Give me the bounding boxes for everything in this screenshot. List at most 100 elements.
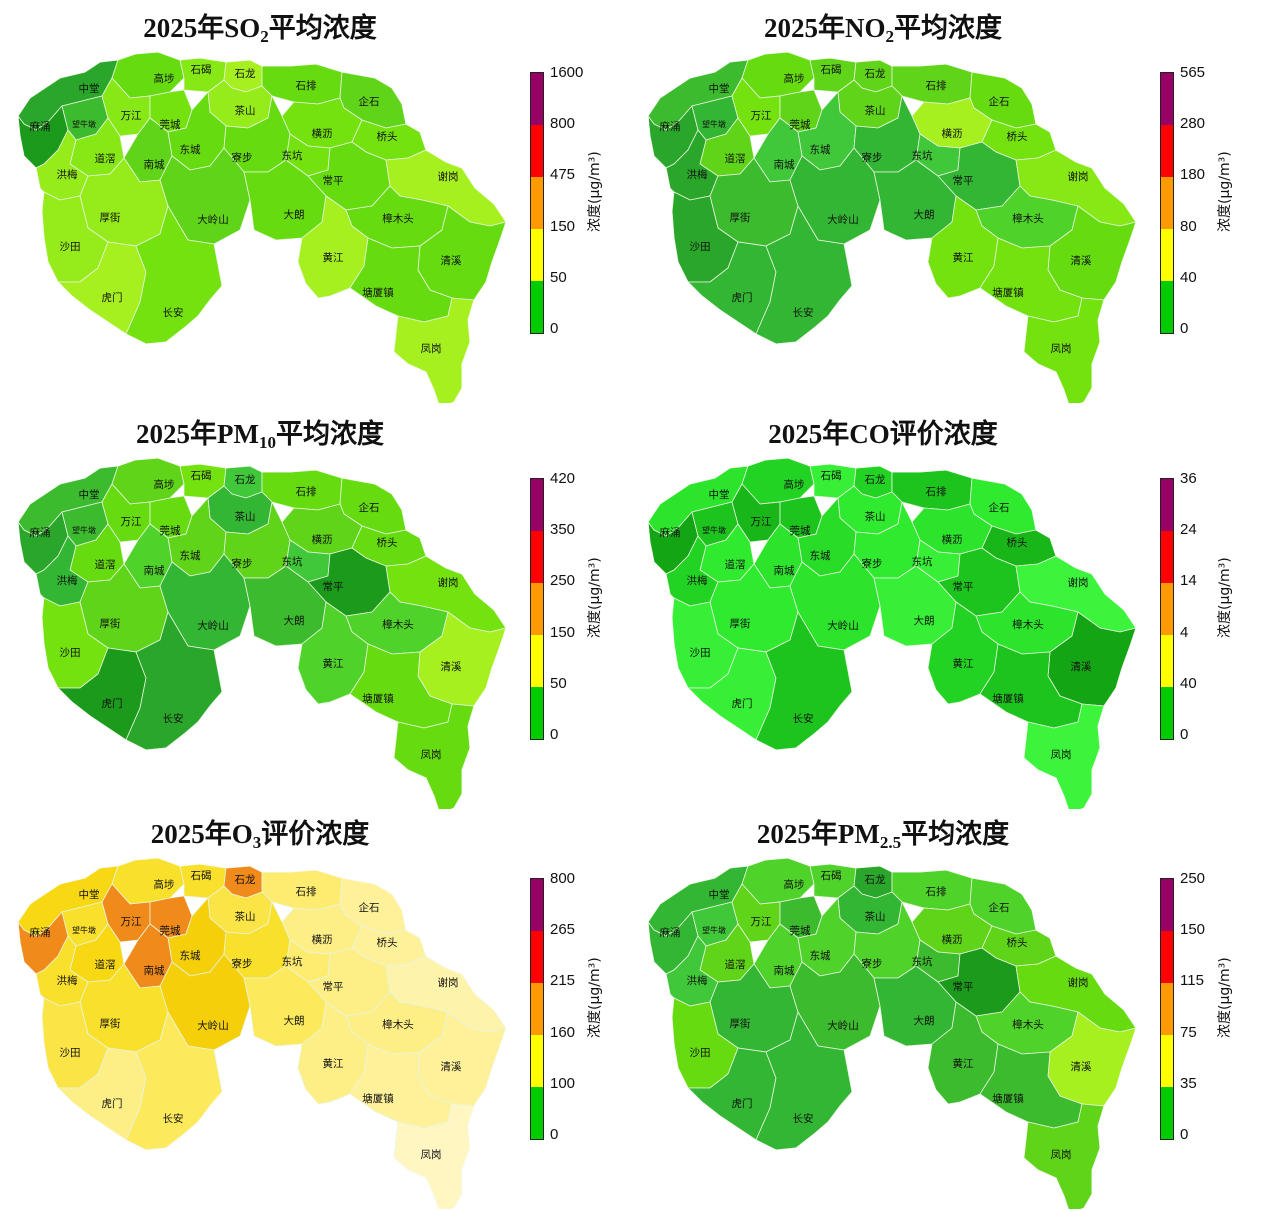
color-bar-segment: [531, 479, 543, 531]
district-label: 沙田: [60, 1047, 81, 1059]
district-label: 麻涌: [30, 526, 51, 539]
color-bar: [1160, 878, 1174, 1140]
district-label: 莞城: [790, 525, 811, 537]
map-title: 2025年PM2.5平均浓度: [683, 812, 1083, 853]
district-label: 横沥: [312, 933, 333, 946]
color-bar-segment: [531, 177, 543, 229]
district-label: 茶山: [235, 104, 256, 117]
title-subscript: 10: [258, 433, 276, 452]
color-bar: [530, 72, 544, 334]
scale-tick-label: 50: [550, 268, 567, 286]
district-label: 凤岗: [421, 749, 442, 761]
district-label: 石龙: [865, 473, 886, 486]
color-bar-segment: [531, 125, 543, 177]
title-prefix: 2025年SO: [143, 13, 261, 43]
unit-label: 浓度(μg/m³): [587, 151, 603, 232]
scale-tick-label: 0: [550, 320, 559, 337]
district-label: 樟木头: [1012, 618, 1044, 631]
district-label: 寮步: [862, 151, 883, 164]
scale-tick-label: 350: [550, 521, 576, 539]
district-label: 石碣: [821, 870, 842, 882]
color-bar-segment: [1161, 479, 1173, 531]
scale-tick-label: 50: [550, 674, 567, 692]
district-label: 高埗: [784, 878, 805, 891]
district-label: 厚街: [100, 1017, 121, 1030]
title-prefix: 2025年NO: [764, 13, 886, 43]
district-label: 大岭山: [827, 619, 859, 632]
city-outline: [647, 51, 1137, 403]
district-label: 石龙: [865, 873, 886, 886]
district-label: 万江: [121, 516, 142, 528]
district-label: 石龙: [235, 473, 256, 486]
district-label: 望牛墩: [72, 925, 96, 935]
color-bar: [530, 478, 544, 740]
district-label: 塘厦镇: [992, 1092, 1024, 1105]
district-label: 望牛墩: [72, 119, 96, 129]
district-label: 石排: [296, 79, 317, 92]
district-label: 谢岗: [438, 576, 459, 589]
color-bar-segment: [531, 531, 543, 583]
district-label: 横沥: [942, 933, 963, 946]
district-label: 石排: [296, 885, 317, 898]
district-label: 桥头: [377, 131, 398, 143]
district-label: 麻涌: [30, 926, 51, 939]
scale-tick-label: 565: [1180, 64, 1206, 81]
scale-tick-label: 1600: [550, 64, 584, 81]
district-label: 厚街: [100, 211, 121, 224]
district-label: 石碣: [821, 64, 842, 76]
title-suffix: 评价浓度: [261, 819, 370, 849]
district-label: 长安: [793, 712, 814, 725]
district-label: 虎门: [732, 291, 753, 304]
district-label: 樟木头: [382, 1018, 414, 1031]
district-label: 石排: [296, 485, 317, 498]
district-label: 石碣: [821, 470, 842, 482]
district-label: 常平: [953, 174, 974, 187]
district-label: 横沥: [942, 533, 963, 546]
district-洪梅: [665, 535, 719, 607]
district-label: 望牛墩: [72, 525, 96, 535]
color-scale-legend: 565 280 180 80 40 0 浓度(μg/m³): [1160, 64, 1260, 342]
district-label: 道滘: [95, 152, 116, 165]
district-label: 中堂: [79, 82, 100, 95]
color-scale-legend: 420 350 250 150 50 0 浓度(μg/m³): [530, 470, 630, 748]
district-label: 虎门: [732, 1097, 753, 1110]
district-label: 大朗: [284, 1014, 305, 1027]
district-label: 万江: [121, 916, 142, 928]
district-label: 高埗: [784, 72, 805, 85]
district-label: 清溪: [1071, 660, 1093, 673]
district-label: 寮步: [232, 557, 253, 570]
title-subscript: 2.5: [879, 833, 902, 852]
district-label: 东坑: [282, 149, 303, 162]
district-label: 黄江: [953, 657, 974, 670]
district-label: 桥头: [377, 937, 398, 949]
color-scale-legend: 1600 800 475 150 50 0 浓度(μg/m³): [530, 64, 630, 342]
district-label: 塘厦镇: [992, 692, 1024, 705]
district-label: 石碣: [191, 470, 212, 482]
district-label: 石龙: [865, 67, 886, 80]
title-suffix: 平均浓度: [894, 13, 1002, 43]
district-label: 大岭山: [197, 619, 229, 632]
color-bar-segment: [1161, 687, 1173, 739]
map-title: 2025年PM10平均浓度: [60, 412, 460, 453]
title-subscript: 2: [885, 27, 895, 46]
unit-label: 浓度(μg/m³): [1217, 957, 1233, 1038]
unit-label: 浓度(μg/m³): [1217, 151, 1233, 232]
district-label: 石碣: [191, 64, 212, 76]
district-label: 横沥: [312, 127, 333, 140]
unit-label: 浓度(μg/m³): [587, 557, 603, 638]
district-label: 谢岗: [438, 170, 459, 183]
district-label: 东城: [810, 143, 831, 156]
color-bar-segment: [1161, 931, 1173, 983]
district-label: 凤岗: [1051, 343, 1072, 355]
map-panel-pm25: 2025年PM2.5平均浓度 中堂 高埗 石碣 石龙 石排 麻涌 望牛墩 万江 莞城 茶山 企石 横沥 桥…: [630, 806, 1260, 1209]
scale-tick-label: 0: [1180, 320, 1189, 337]
scale-tick-label: 280: [1180, 115, 1206, 133]
district-label: 虎门: [102, 697, 123, 710]
district-label: 黄江: [323, 251, 344, 264]
district-label: 洪梅: [687, 574, 708, 587]
district-label: 莞城: [160, 119, 181, 131]
district-label: 企石: [989, 501, 1010, 514]
district-label: 谢岗: [1068, 576, 1089, 589]
district-label: 樟木头: [1012, 1018, 1044, 1031]
